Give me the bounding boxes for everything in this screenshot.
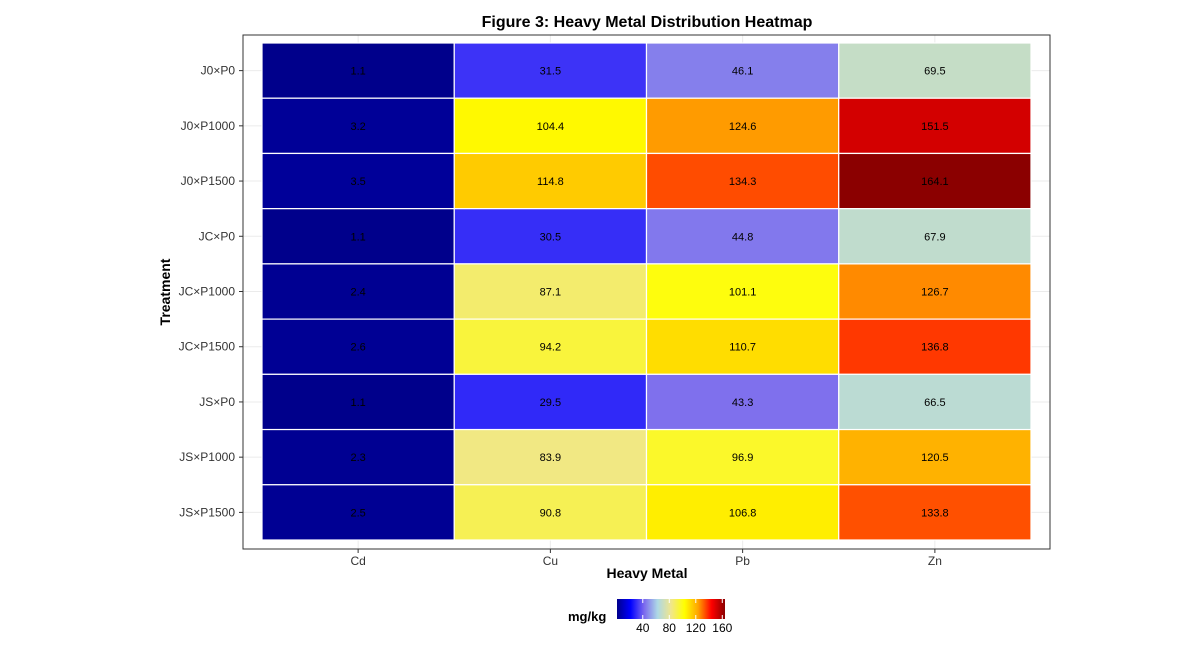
y-tick-label: J0×P1500 xyxy=(181,174,236,188)
legend-tick-label: 40 xyxy=(636,621,650,635)
cell-value-label: 1.1 xyxy=(350,397,365,409)
heatmap-cell xyxy=(453,263,648,320)
heatmap-cell xyxy=(838,152,1032,210)
heatmap-cells: 1.1 31.5 46.1 69.5 3.2 104.4 124.6 151.5 3.5 114.… xyxy=(261,42,1032,541)
cell-value-label: 164.1 xyxy=(921,176,949,188)
cell-value-label: 151.5 xyxy=(921,121,949,133)
heatmap-cell xyxy=(645,484,840,541)
legend-colorbar xyxy=(617,599,725,619)
cell-value-label: 114.8 xyxy=(537,176,564,188)
heatmap-cell xyxy=(645,152,840,210)
heatmap-cell xyxy=(645,208,840,265)
cell-value-label: 2.6 xyxy=(350,342,365,354)
heatmap-cell xyxy=(838,428,1032,486)
cell-value-label: 44.8 xyxy=(732,231,753,243)
y-axis-ticks: J0×P0 J0×P1000 J0×P1500 JC×P0 JC×P1000 JC×P15… xyxy=(179,64,243,519)
heatmap-cell xyxy=(261,208,455,265)
x-axis-title: Heavy Metal xyxy=(607,565,688,581)
y-tick-label: JC×P1500 xyxy=(179,340,236,354)
cell-value-label: 90.8 xyxy=(540,507,561,519)
heatmap-cell xyxy=(645,42,840,99)
cell-value-label: 3.2 xyxy=(350,121,365,133)
cell-value-label: 104.4 xyxy=(537,121,565,133)
y-tick-label: JS×P1500 xyxy=(179,505,235,519)
cell-value-label: 101.1 xyxy=(729,287,757,299)
cell-value-label: 126.7 xyxy=(921,287,949,299)
heatmap-cell xyxy=(645,263,840,320)
cell-value-label: 1.1 xyxy=(350,66,365,78)
cell-value-label: 30.5 xyxy=(540,231,561,243)
y-tick-label: JC×P0 xyxy=(199,229,236,243)
x-tick-label: Cd xyxy=(350,554,365,568)
heatmap-cell xyxy=(838,97,1032,155)
heatmap-cell xyxy=(261,263,455,320)
y-tick-label: JS×P1000 xyxy=(179,450,235,464)
legend-tick-label: 120 xyxy=(686,621,706,635)
cell-value-label: 2.5 xyxy=(350,507,365,519)
x-tick-label: Cu xyxy=(543,554,558,568)
cell-value-label: 31.5 xyxy=(540,66,561,78)
heatmap-cell xyxy=(453,373,648,431)
heatmap-cell xyxy=(261,152,455,210)
cell-value-label: 134.3 xyxy=(729,176,757,188)
cell-value-label: 120.5 xyxy=(921,452,949,464)
x-axis-ticks: Cd Cu Pb Zn xyxy=(350,549,942,568)
cell-value-label: 29.5 xyxy=(540,397,561,409)
cell-value-label: 133.8 xyxy=(921,507,949,519)
cell-value-label: 124.6 xyxy=(729,121,757,133)
cell-value-label: 96.9 xyxy=(732,452,753,464)
cell-value-label: 83.9 xyxy=(540,452,561,464)
cell-value-label: 87.1 xyxy=(540,287,561,299)
heatmap-cell xyxy=(453,484,648,541)
heatmap-cell xyxy=(261,373,455,431)
cell-value-label: 46.1 xyxy=(732,66,753,78)
cell-value-label: 66.5 xyxy=(924,397,945,409)
cell-value-label: 94.2 xyxy=(540,342,561,354)
cell-value-label: 67.9 xyxy=(924,231,945,243)
heatmap-cell xyxy=(838,484,1032,541)
heatmap-cell xyxy=(261,484,455,541)
y-tick-label: JS×P0 xyxy=(199,395,235,409)
y-tick-label: J0×P0 xyxy=(201,64,236,78)
chart-title: Figure 3: Heavy Metal Distribution Heatm… xyxy=(482,14,813,31)
heatmap-cell xyxy=(838,318,1032,375)
color-legend: mg/kg 40 80 120 160 xyxy=(568,599,733,635)
y-axis-title: Treatment xyxy=(157,258,173,325)
cell-value-label: 3.5 xyxy=(350,176,365,188)
cell-value-label: 110.7 xyxy=(729,342,756,354)
cell-value-label: 106.8 xyxy=(729,507,757,519)
heatmap-cell xyxy=(838,208,1032,265)
cell-value-label: 136.8 xyxy=(921,342,949,354)
heatmap-cell xyxy=(453,318,648,375)
y-tick-label: J0×P1000 xyxy=(181,119,236,133)
legend-title: mg/kg xyxy=(568,609,606,624)
legend-tick-label: 80 xyxy=(663,621,677,635)
heatmap-cell xyxy=(261,42,455,99)
cell-value-label: 1.1 xyxy=(350,231,365,243)
cell-value-label: 2.3 xyxy=(350,452,365,464)
y-tick-label: JC×P1000 xyxy=(179,285,236,299)
cell-value-label: 43.3 xyxy=(732,397,753,409)
heatmap-cell xyxy=(838,263,1032,320)
heatmap-cell xyxy=(261,97,455,155)
legend-ticks: 40 80 120 160 xyxy=(636,599,733,635)
heatmap-cell xyxy=(645,97,840,155)
x-tick-label: Pb xyxy=(735,554,750,568)
heatmap-cell xyxy=(838,373,1032,431)
legend-tick-label: 160 xyxy=(712,621,732,635)
x-tick-label: Zn xyxy=(928,554,942,568)
cell-value-label: 2.4 xyxy=(350,287,365,299)
heatmap-cell xyxy=(453,208,648,265)
cell-value-label: 69.5 xyxy=(924,66,945,78)
